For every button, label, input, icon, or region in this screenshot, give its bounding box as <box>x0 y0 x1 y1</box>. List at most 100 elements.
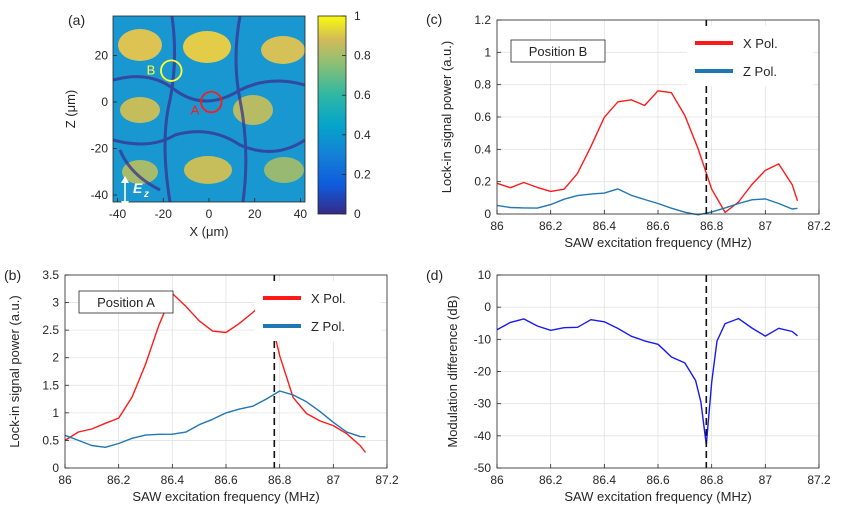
series-line-x-pol- <box>496 90 799 214</box>
x-tick-label: 86.2 <box>539 219 563 233</box>
x-tick-label: 86.4 <box>593 473 617 487</box>
x-tick-label: 86.2 <box>539 473 563 487</box>
colorbar-ticks: 0 0.2 0.4 0.6 0.8 1 <box>342 9 371 221</box>
x-tick-label: 87 <box>327 473 341 487</box>
panel-b-label: (b) <box>4 267 21 283</box>
x-tick-label: 86.8 <box>700 219 724 233</box>
y-tick-label: -50 <box>474 461 492 475</box>
y-tick-label: 0 <box>52 461 59 475</box>
legend <box>255 281 381 341</box>
y-tick-label: -10 <box>474 332 492 346</box>
y-tick-label: 0 <box>101 95 108 109</box>
x-tick-label: 87.2 <box>807 473 831 487</box>
x-axis-title: X (μm) <box>189 224 228 239</box>
x-axis-title: SAW excitation frequency (MHz) <box>564 235 751 250</box>
y-axis-title: Lock-in signal power (a.u.) <box>7 295 22 447</box>
y-tick-label: 10 <box>478 268 492 282</box>
x-tick-label: 86.8 <box>268 473 292 487</box>
heatmap-annotations: AB <box>147 59 223 117</box>
position-box-label: Position A <box>97 295 155 310</box>
x-tick-label: -20 <box>155 207 173 221</box>
panel-c: (c) 86 86.2 86.4 86.6 86.8 87 87.2 0 0.2 0.4 0.6 0.8… <box>426 11 831 250</box>
panel-c-label: (c) <box>426 11 442 27</box>
legend-label: X Pol. <box>743 36 778 51</box>
x-tick-label: 86 <box>490 473 504 487</box>
position-box <box>78 290 174 314</box>
series-line-z-pol- <box>496 188 798 216</box>
panel-b: (b) 86 86.2 86.4 86.6 86.8 87 87.2 0 0.5 1 1.5 2 2.5 3… <box>4 267 399 504</box>
series-line-z-pol- <box>64 390 366 448</box>
x-tick-label: -40 <box>109 207 127 221</box>
colorbar-tick-label: 1 <box>354 9 361 23</box>
x-tick-label: 86 <box>58 473 72 487</box>
colorbar-tick-label: 0.8 <box>354 49 371 63</box>
y-tick-label: 0.6 <box>474 110 491 124</box>
y-tick-label: -30 <box>474 397 492 411</box>
x-tick-label: 40 <box>294 207 308 221</box>
y-tick-label: 1 <box>52 406 59 420</box>
y-tick-label: -40 <box>474 429 492 443</box>
x-tick-label: 86.6 <box>646 219 670 233</box>
x-tick-label: 0 <box>206 207 213 221</box>
y-tick-label: 0.4 <box>474 142 491 156</box>
y-tick-label: -40 <box>91 188 109 202</box>
y-tick-label: 0.8 <box>474 78 491 92</box>
y-tick-label: -20 <box>91 142 109 156</box>
y-tick-label: 0 <box>484 300 491 314</box>
x-axis-title: SAW excitation frequency (MHz) <box>564 489 751 504</box>
panel-a-label: (a) <box>68 12 85 28</box>
axes-a: -40 -20 0 20 40 -40 -20 0 20 X (μm) Z (μm) <box>63 49 307 239</box>
y-axis-title: Modulation difference (dB) <box>445 295 460 447</box>
x-tick-label: 86.4 <box>593 219 617 233</box>
y-axis-title: Lock-in signal power (a.u.) <box>439 41 454 193</box>
colorbar-tick-label: 0.6 <box>354 88 371 102</box>
y-axis-title: Z (μm) <box>63 90 78 129</box>
y-tick-label: 0.2 <box>474 175 491 189</box>
position-a-circle <box>200 90 223 114</box>
panel-a: (a) -40 -20 0 20 40 -40 -20 0 <box>63 9 371 239</box>
y-tick-label: 1.2 <box>474 13 491 27</box>
x-tick-label: 87 <box>759 219 773 233</box>
x-tick-label: 86.2 <box>107 473 131 487</box>
field-arrow-icon <box>121 176 129 208</box>
y-tick-label: 2.5 <box>42 323 59 337</box>
x-tick-label: 20 <box>248 207 262 221</box>
colorbar <box>317 15 347 215</box>
y-tick-label: 20 <box>95 49 109 63</box>
x-tick-label: 86.4 <box>161 473 185 487</box>
x-tick-label: 87 <box>759 473 773 487</box>
position-a-label: A <box>191 102 200 117</box>
y-tick-label: 3 <box>52 296 59 310</box>
field-label: E <box>133 180 143 196</box>
heatmap-image <box>113 16 305 202</box>
series-line-x-pol- <box>64 292 367 453</box>
x-tick-label: 87.2 <box>375 473 399 487</box>
position-box <box>510 39 606 63</box>
x-tick-label: 86.6 <box>214 473 238 487</box>
position-b-circle <box>160 59 183 82</box>
y-tick-label: 1.5 <box>42 378 59 392</box>
y-tick-label: 0 <box>484 207 491 221</box>
legend <box>687 26 813 86</box>
position-box-label: Position B <box>529 44 588 59</box>
legend-label: Z Pol. <box>743 64 777 79</box>
y-tick-label: 3.5 <box>42 268 59 282</box>
field-subscript: z <box>143 189 149 200</box>
colorbar-tick-label: 0.4 <box>354 128 371 142</box>
colorbar-tick-label: 0.2 <box>354 167 371 181</box>
x-tick-label: 86 <box>490 219 504 233</box>
series-line-modulation-difference <box>496 317 798 446</box>
y-tick-label: 0.5 <box>42 433 59 447</box>
y-tick-label: -20 <box>474 365 492 379</box>
legend-label: Z Pol. <box>311 319 345 334</box>
position-b-label: B <box>147 63 156 78</box>
panel-d: (d) 86 86.2 86.4 86.6 86.8 87 87.2 -50 -40 -30 -20 -… <box>426 267 831 504</box>
y-tick-label: 2 <box>52 351 59 365</box>
x-tick-label: 86.8 <box>700 473 724 487</box>
y-tick-label: 1 <box>484 45 491 59</box>
x-tick-label: 86.6 <box>646 473 670 487</box>
colorbar-tick-label: 0 <box>354 207 361 221</box>
legend-label: X Pol. <box>311 291 346 306</box>
x-axis-title: SAW excitation frequency (MHz) <box>132 489 319 504</box>
